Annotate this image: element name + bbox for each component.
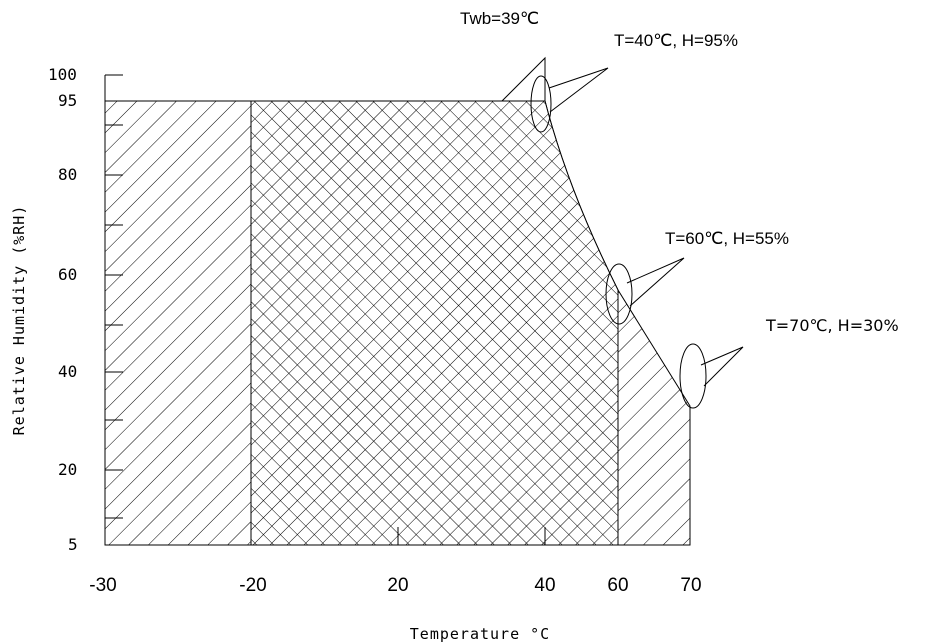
y-tick-label: 5	[68, 535, 78, 554]
y-tick-label: 80	[58, 165, 77, 184]
operating-range-region	[250, 100, 619, 546]
x-tick-label: 20	[387, 575, 408, 596]
x-tick-label: -30	[89, 575, 116, 596]
callout-40c	[530, 67, 609, 133]
y-tick-marks	[105, 74, 123, 519]
x-tick-label: 60	[607, 575, 628, 596]
annotation-60c: T=60℃, H=55%	[665, 229, 789, 248]
x-tick-label: 70	[680, 575, 701, 596]
annotation-70c: T=70℃, H=30%	[765, 316, 899, 335]
x-axis-title: Temperature °C	[410, 625, 550, 643]
twb-annotation: Twb=39℃	[460, 9, 539, 28]
y-axis-title: Relative Humidity (%RH)	[10, 205, 28, 436]
x-tick-label: 40	[534, 575, 555, 596]
x-tick-marks	[397, 527, 546, 545]
y-tick-label: 100	[48, 65, 77, 84]
y-tick-label: 95	[58, 91, 77, 110]
annotation-40c: T=40℃, H=95%	[614, 31, 738, 50]
y-tick-label: 60	[58, 265, 77, 284]
x-tick-label: -20	[239, 575, 266, 596]
callout-60c	[605, 257, 685, 325]
y-tick-label: 40	[58, 362, 77, 381]
twb-leader-line	[501, 56, 546, 102]
callout-70c	[679, 343, 744, 409]
y-tick-label: 20	[58, 460, 77, 479]
